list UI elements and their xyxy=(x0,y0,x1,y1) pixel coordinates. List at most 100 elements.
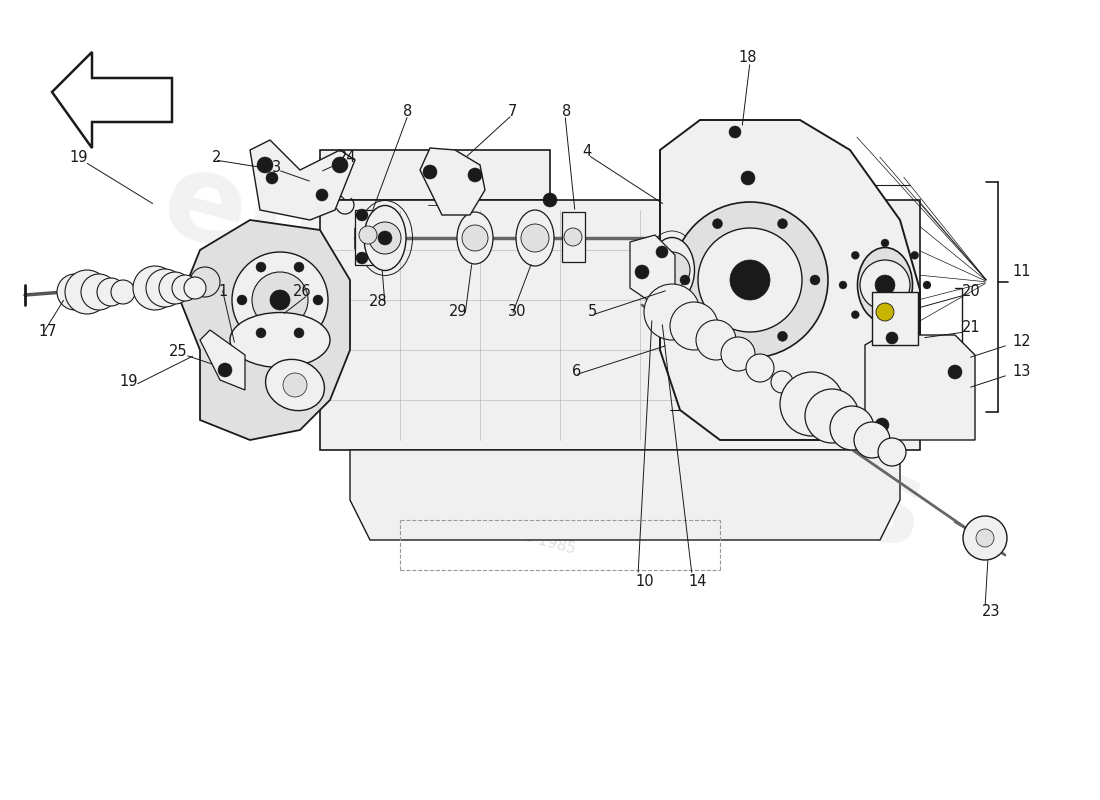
Circle shape xyxy=(236,295,248,305)
Circle shape xyxy=(713,331,723,342)
Text: sp: sp xyxy=(480,282,666,438)
Circle shape xyxy=(294,262,304,272)
Circle shape xyxy=(778,331,788,342)
Ellipse shape xyxy=(649,238,694,302)
Circle shape xyxy=(564,228,582,246)
Text: 24: 24 xyxy=(338,150,356,166)
Text: 2: 2 xyxy=(212,150,221,166)
Polygon shape xyxy=(180,220,350,440)
Circle shape xyxy=(252,272,308,328)
Polygon shape xyxy=(562,212,585,262)
Circle shape xyxy=(160,272,191,304)
Circle shape xyxy=(146,269,184,307)
Circle shape xyxy=(730,260,770,300)
Text: 1: 1 xyxy=(218,285,228,299)
Circle shape xyxy=(698,228,802,332)
Circle shape xyxy=(81,274,117,310)
Circle shape xyxy=(283,373,307,397)
Circle shape xyxy=(696,320,736,360)
Circle shape xyxy=(172,275,198,301)
Circle shape xyxy=(424,165,437,179)
Circle shape xyxy=(741,171,755,185)
Text: ro: ro xyxy=(320,215,490,365)
Polygon shape xyxy=(350,450,900,540)
Circle shape xyxy=(746,354,774,382)
Text: 5: 5 xyxy=(588,305,597,319)
Polygon shape xyxy=(420,148,485,215)
Circle shape xyxy=(886,332,898,344)
Circle shape xyxy=(876,303,894,321)
Polygon shape xyxy=(320,150,550,200)
Circle shape xyxy=(962,516,1006,560)
Circle shape xyxy=(359,226,377,244)
Polygon shape xyxy=(320,200,920,450)
Polygon shape xyxy=(660,120,920,440)
Circle shape xyxy=(65,270,109,314)
Text: 8: 8 xyxy=(403,105,412,119)
Circle shape xyxy=(294,328,304,338)
Text: 14: 14 xyxy=(688,574,706,590)
Ellipse shape xyxy=(230,313,330,367)
Circle shape xyxy=(830,406,874,450)
Circle shape xyxy=(368,222,402,254)
Ellipse shape xyxy=(858,247,913,322)
Text: 4: 4 xyxy=(582,145,592,159)
Circle shape xyxy=(976,529,994,547)
Text: 7: 7 xyxy=(508,105,517,119)
Circle shape xyxy=(881,323,889,331)
Circle shape xyxy=(57,274,94,310)
Circle shape xyxy=(720,337,755,371)
Circle shape xyxy=(543,193,557,207)
Circle shape xyxy=(680,275,690,285)
Text: 20: 20 xyxy=(962,285,981,299)
Text: 13: 13 xyxy=(1012,365,1031,379)
Text: 3: 3 xyxy=(272,161,282,175)
Ellipse shape xyxy=(516,210,554,266)
Polygon shape xyxy=(52,52,172,148)
Circle shape xyxy=(778,218,788,229)
Circle shape xyxy=(878,438,906,466)
Circle shape xyxy=(635,265,649,279)
Circle shape xyxy=(654,252,690,288)
Circle shape xyxy=(851,251,859,259)
Text: 26: 26 xyxy=(294,285,312,299)
Text: 11: 11 xyxy=(1012,265,1031,279)
Circle shape xyxy=(232,252,328,348)
Circle shape xyxy=(111,280,135,304)
Circle shape xyxy=(332,157,348,173)
Circle shape xyxy=(270,290,290,310)
Circle shape xyxy=(860,260,910,310)
Text: 12: 12 xyxy=(1012,334,1031,350)
Text: 17: 17 xyxy=(39,325,56,339)
Circle shape xyxy=(839,281,847,289)
Text: 29: 29 xyxy=(450,305,468,319)
Circle shape xyxy=(190,267,220,297)
Circle shape xyxy=(672,202,828,358)
Text: a passion for parts since 1985: a passion for parts since 1985 xyxy=(350,483,578,557)
Circle shape xyxy=(874,275,895,295)
Circle shape xyxy=(874,418,889,432)
Circle shape xyxy=(462,225,488,251)
Circle shape xyxy=(266,172,278,184)
Text: 19: 19 xyxy=(69,150,88,166)
Polygon shape xyxy=(355,210,382,265)
Ellipse shape xyxy=(456,212,493,264)
Polygon shape xyxy=(872,292,918,345)
Circle shape xyxy=(257,157,273,173)
Circle shape xyxy=(923,281,931,289)
Circle shape xyxy=(810,275,820,285)
Circle shape xyxy=(316,189,328,201)
Text: 19: 19 xyxy=(120,374,138,390)
Circle shape xyxy=(184,277,206,299)
Circle shape xyxy=(97,278,125,306)
Text: 30: 30 xyxy=(508,305,527,319)
Circle shape xyxy=(644,284,700,340)
Circle shape xyxy=(911,251,918,259)
Text: 21: 21 xyxy=(962,321,980,335)
Text: 6: 6 xyxy=(572,365,581,379)
Text: 23: 23 xyxy=(982,605,1001,619)
Text: or: or xyxy=(640,355,810,505)
Text: ts: ts xyxy=(780,426,937,574)
Circle shape xyxy=(881,239,889,247)
Circle shape xyxy=(256,328,266,338)
